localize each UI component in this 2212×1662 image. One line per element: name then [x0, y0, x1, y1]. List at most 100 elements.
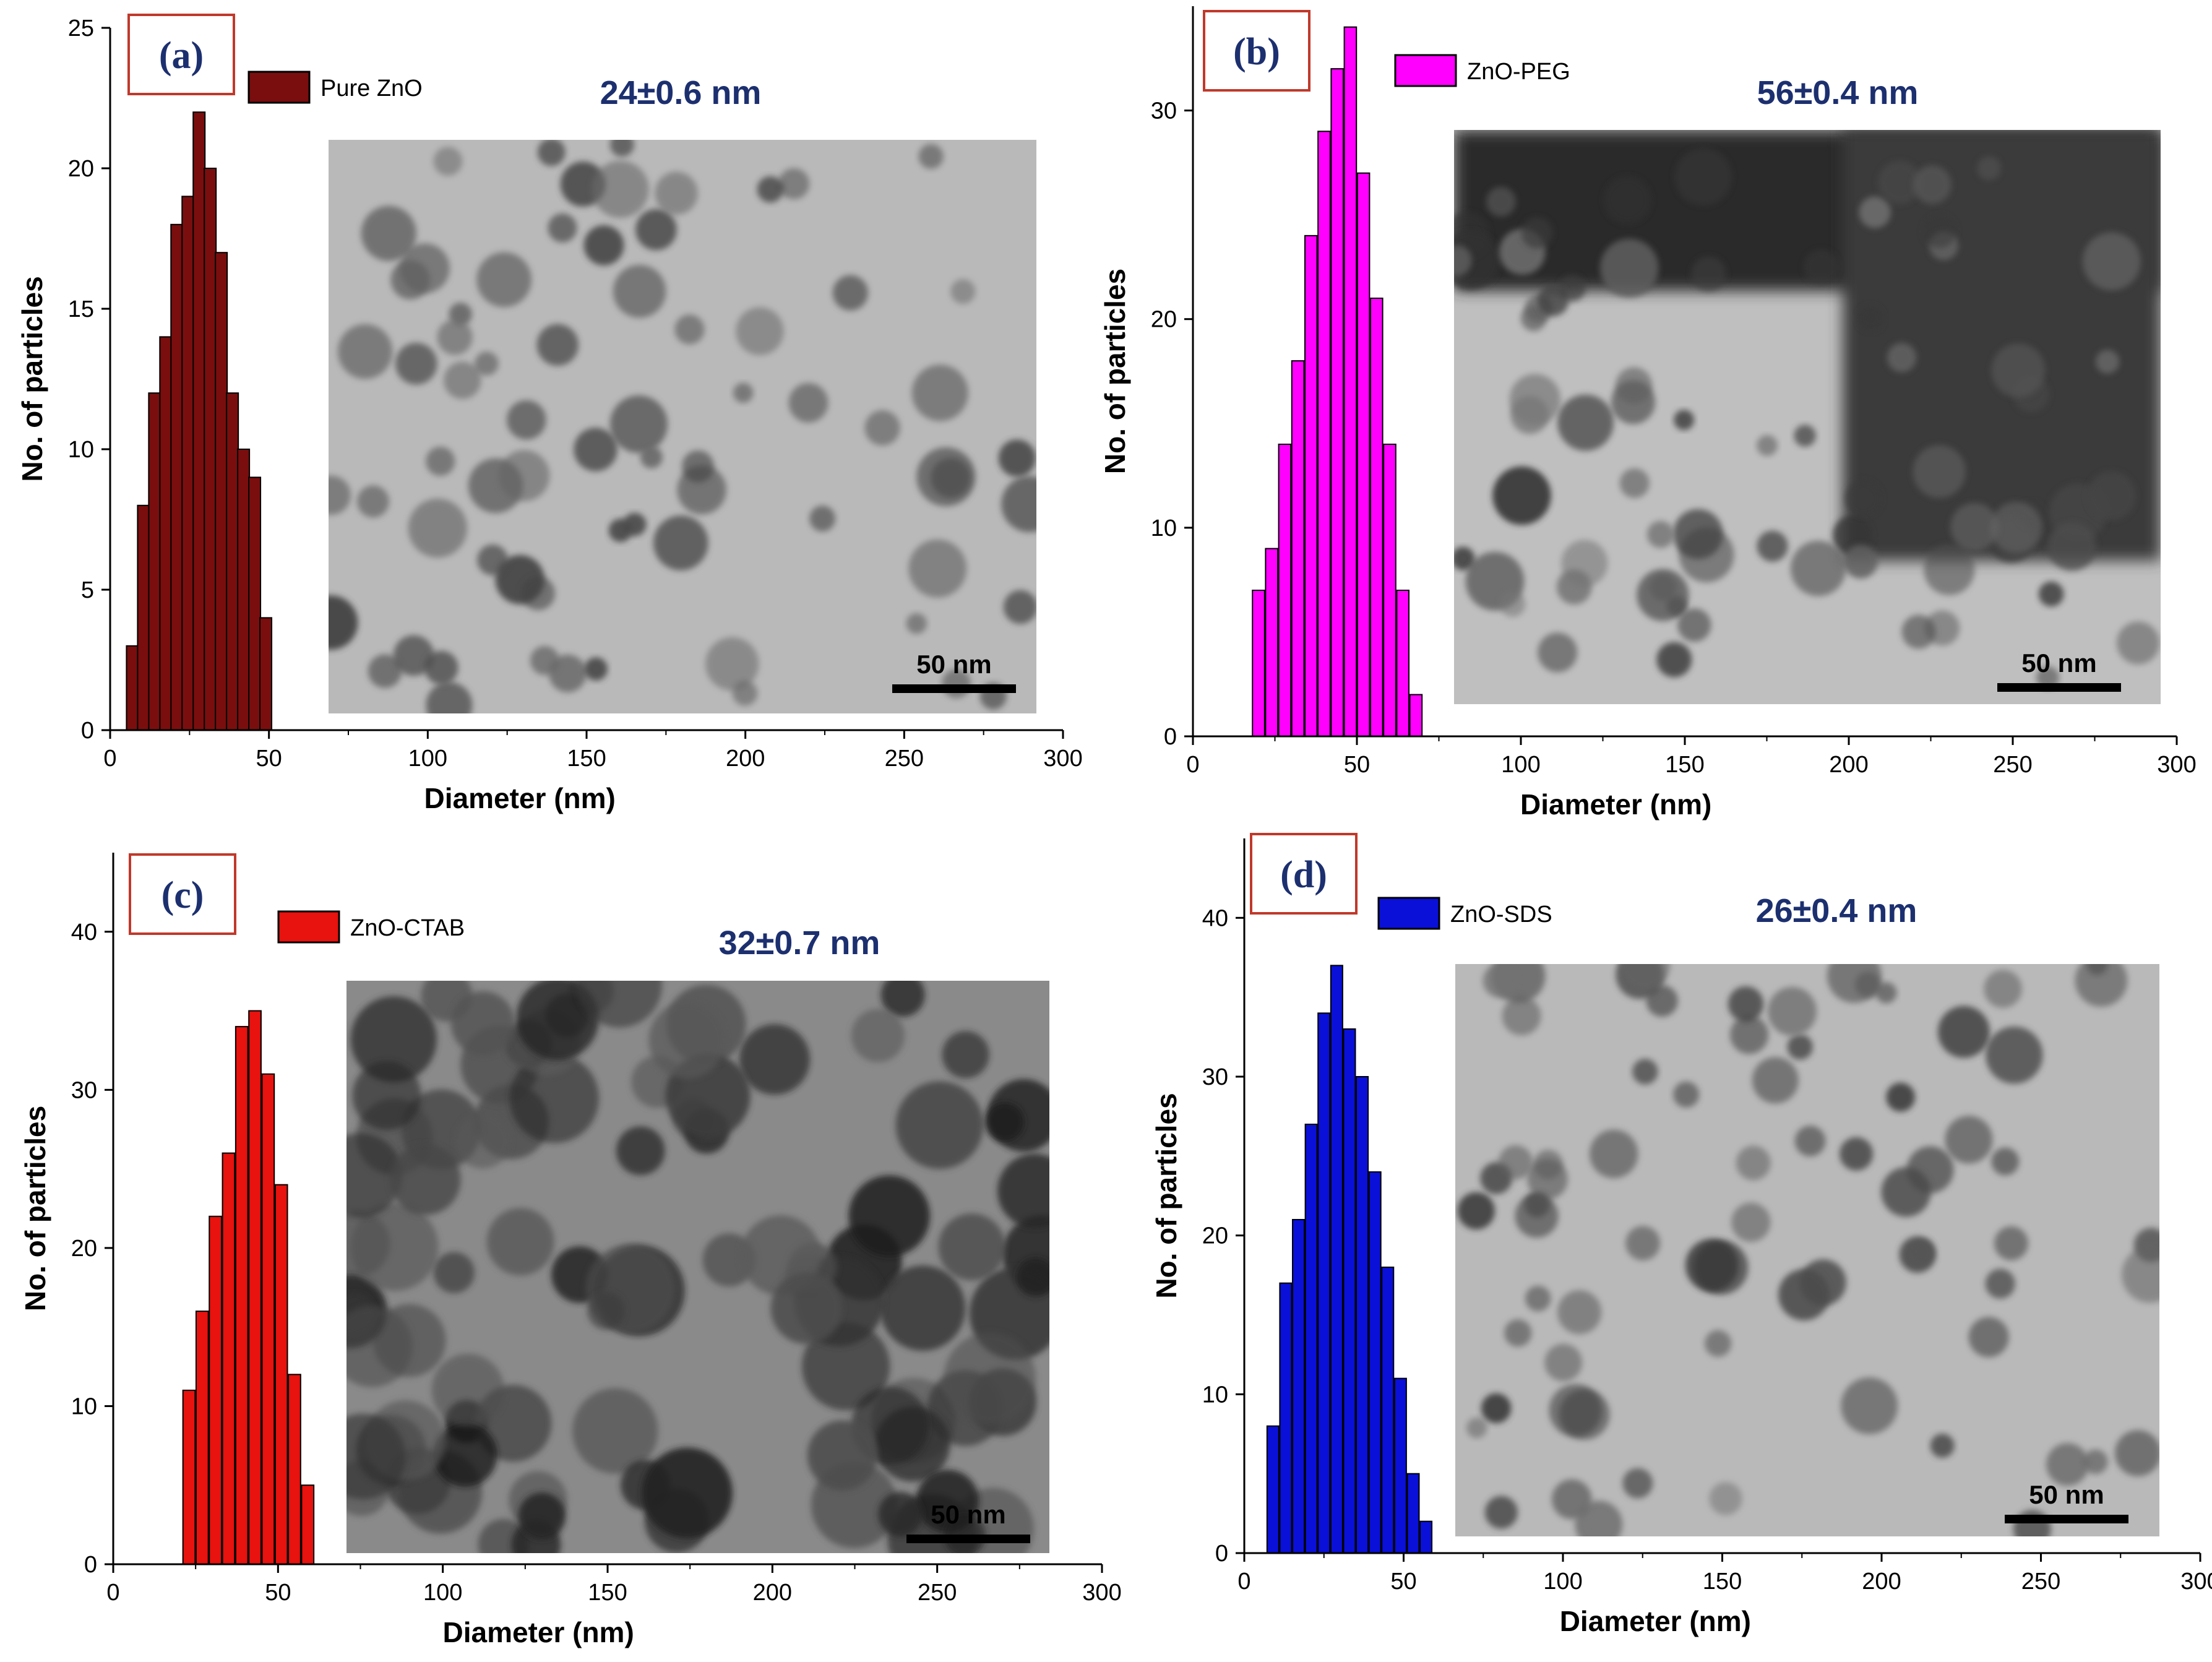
nanoparticle	[1603, 176, 1651, 224]
histogram-bar	[215, 252, 228, 731]
nanoparticle	[807, 1420, 877, 1491]
y-tick-label: 0	[84, 1552, 97, 1578]
legend-swatch	[1394, 54, 1457, 87]
nanoparticle	[509, 1053, 600, 1143]
nanoparticle	[906, 613, 927, 634]
nanoparticle	[1730, 1015, 1769, 1054]
nanoparticle	[1794, 424, 1816, 447]
nanoparticle	[1619, 964, 1670, 991]
x-tick-label: 150	[588, 1580, 627, 1606]
nanoparticle	[938, 1213, 1005, 1281]
tem-inset	[1454, 130, 2161, 704]
nanoparticle	[346, 1413, 406, 1500]
nanoparticle	[918, 144, 944, 169]
histogram-bar	[1330, 965, 1343, 1554]
nanoparticle	[1767, 987, 1817, 1036]
nanoparticle	[1557, 1290, 1602, 1335]
scale-bar-label: 50 nm	[2029, 1480, 2104, 1509]
nanoparticle	[1589, 1129, 1638, 1179]
nanoparticle	[2095, 350, 2120, 374]
x-tick-label: 250	[918, 1580, 957, 1606]
nanoparticle	[346, 1306, 413, 1387]
nanoparticle	[475, 351, 499, 376]
nanoparticle	[1924, 544, 1975, 595]
nanoparticle	[998, 439, 1036, 477]
histogram-bar	[1381, 1267, 1395, 1554]
x-tick-label: 150	[567, 746, 606, 772]
nanoparticle	[2121, 1246, 2159, 1303]
histogram-bar	[209, 1215, 222, 1565]
nanoparticle	[537, 140, 566, 166]
nanoparticle	[1509, 374, 1561, 425]
legend-label: ZnO-PEG	[1467, 59, 1570, 85]
nanoparticle	[1673, 1081, 1700, 1108]
nanoparticle	[613, 264, 666, 318]
nanoparticle	[609, 395, 668, 454]
x-tick-label: 150	[1703, 1569, 1742, 1595]
histogram-bar	[261, 1073, 275, 1565]
nanoparticle	[357, 485, 389, 518]
nanoparticle	[880, 1265, 966, 1351]
scale-bar	[2005, 1515, 2128, 1523]
mean-size-annotation: 26±0.4 nm	[1756, 892, 1917, 929]
nanoparticle	[1599, 238, 1659, 298]
nanoparticle	[1977, 156, 2001, 181]
histogram-bar	[274, 1184, 288, 1565]
panel-label: (d)	[1280, 854, 1327, 896]
histogram-bar	[1356, 1076, 1369, 1554]
y-tick-label: 25	[68, 15, 94, 41]
nanoparticle	[655, 171, 698, 215]
nanoparticle	[1945, 1116, 1993, 1164]
scale-bar-label: 50 nm	[931, 1500, 1005, 1529]
nanoparticle	[1481, 1393, 1512, 1424]
nanoparticle	[572, 1388, 658, 1474]
nanoparticle	[431, 1353, 504, 1427]
nanoparticle	[911, 364, 968, 421]
y-tick-label: 20	[71, 1236, 97, 1262]
nanoparticle	[1003, 590, 1036, 624]
nanoparticle	[1622, 1468, 1653, 1499]
x-tick-label: 0	[103, 746, 116, 772]
scale-bar	[892, 684, 1016, 693]
y-tick-label: 10	[71, 1393, 97, 1419]
histogram-bar	[1291, 360, 1305, 737]
nanoparticle	[1752, 1057, 1799, 1104]
nanoparticle	[895, 1081, 984, 1169]
nanoparticle	[1521, 217, 1553, 249]
nanoparticle	[653, 515, 708, 571]
nanoparticle	[1537, 285, 1569, 316]
histogram-bar	[1343, 1028, 1356, 1554]
x-tick-label: 0	[1237, 1569, 1250, 1595]
nanoparticle	[498, 450, 550, 501]
histogram-bar	[1409, 694, 1423, 737]
nanoparticle	[1790, 540, 1846, 596]
nanoparticle	[1646, 520, 1674, 548]
y-tick-label: 30	[71, 1077, 97, 1103]
mean-size-annotation: 24±0.6 nm	[600, 74, 762, 111]
histogram-bar	[1406, 1473, 1420, 1554]
x-tick-label: 100	[1543, 1569, 1582, 1595]
nanoparticle	[2116, 621, 2160, 665]
nanoparticle	[592, 160, 649, 218]
nanoparticle	[587, 1292, 625, 1330]
nanoparticle	[648, 1002, 726, 1079]
nanoparticle	[1991, 1147, 2020, 1176]
x-tick-label: 200	[726, 746, 765, 772]
nanoparticle	[1937, 1005, 1990, 1058]
x-axis-label: Diameter (nm)	[442, 1616, 634, 1648]
x-axis-label: Diameter (nm)	[1560, 1605, 1751, 1637]
y-tick-label: 40	[1202, 905, 1228, 931]
histogram-bar	[1279, 1282, 1293, 1554]
nanoparticle	[1515, 1194, 1559, 1238]
x-tick-label: 150	[1665, 752, 1704, 778]
y-tick-label: 40	[71, 919, 97, 945]
legend-swatch	[247, 71, 311, 104]
nanoparticle	[2086, 471, 2136, 520]
mean-size-annotation: 32±0.7 nm	[719, 924, 880, 962]
nanoparticle	[1910, 1239, 1935, 1265]
nanoparticle	[1498, 1145, 1533, 1179]
mean-size-annotation: 56±0.4 nm	[1757, 74, 1919, 111]
y-tick-label: 30	[1202, 1064, 1228, 1090]
nanoparticle	[426, 446, 455, 476]
panel-label: (a)	[159, 35, 204, 77]
